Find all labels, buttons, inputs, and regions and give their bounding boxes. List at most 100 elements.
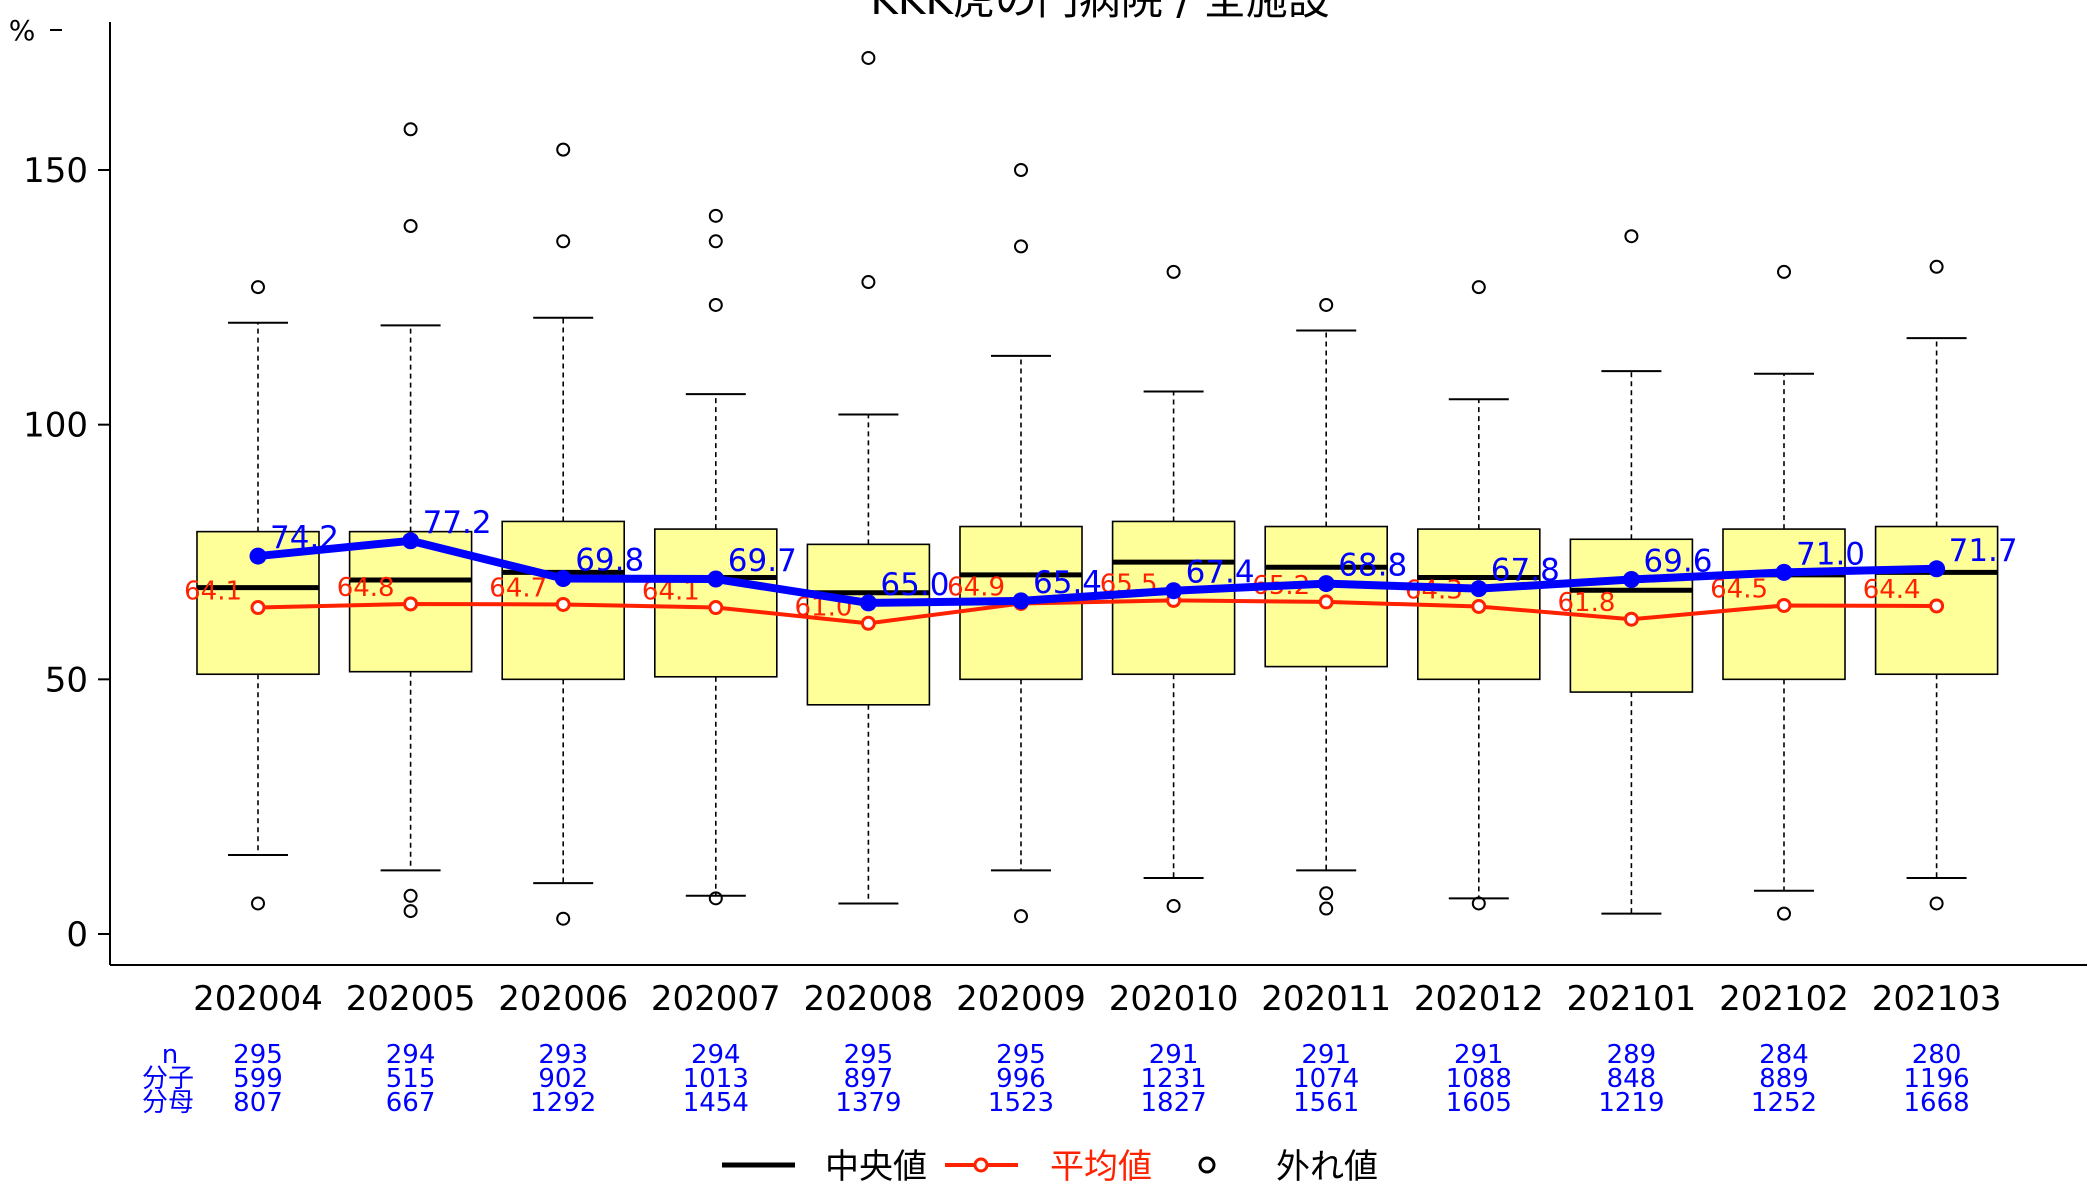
y-tick-label: 50 bbox=[45, 660, 88, 700]
table-cell-n: 291 bbox=[1301, 1040, 1351, 1070]
mean-point bbox=[1318, 594, 1334, 610]
outlier-point bbox=[1929, 896, 1944, 911]
hospital-point bbox=[1317, 575, 1335, 593]
hospital-data-label: 71.7 bbox=[1949, 533, 2018, 569]
hospital-data-label: 65.0 bbox=[880, 567, 949, 603]
outlier-point bbox=[1319, 901, 1334, 916]
hospital-data-label: 71.0 bbox=[1796, 536, 1865, 572]
box-202006 bbox=[501, 142, 626, 926]
mean-point bbox=[1623, 611, 1639, 627]
table-cell-denominator: 1252 bbox=[1751, 1088, 1817, 1118]
outlier-point bbox=[556, 234, 571, 249]
table-cell-numerator: 599 bbox=[233, 1064, 283, 1094]
outlier-point bbox=[1471, 896, 1486, 911]
x-tick-label: 202011 bbox=[1261, 979, 1391, 1019]
outlier-point bbox=[556, 142, 571, 157]
hospital-data-label: 65.4 bbox=[1033, 565, 1102, 601]
mean-series-line bbox=[257, 598, 1937, 626]
box-202008 bbox=[806, 50, 931, 905]
mean-point bbox=[1929, 598, 1945, 614]
outlier-point bbox=[708, 891, 723, 906]
hospital-point bbox=[1775, 563, 1793, 581]
table-cell-numerator: 996 bbox=[996, 1064, 1046, 1094]
x-tick-label: 202010 bbox=[1109, 979, 1239, 1019]
mean-data-label: 64.4 bbox=[1863, 575, 1921, 605]
x-tick-label: 202101 bbox=[1567, 979, 1697, 1019]
outlier-point bbox=[708, 234, 723, 249]
table-row-label-numerator: 分子 bbox=[142, 1064, 194, 1094]
outlier-point bbox=[556, 911, 571, 926]
table-cell-denominator: 1827 bbox=[1141, 1088, 1207, 1118]
hospital-point bbox=[554, 569, 572, 587]
table-cell-n: 291 bbox=[1149, 1040, 1199, 1070]
mean-point bbox=[555, 596, 571, 612]
series-lines-layer: 64.1 64.8 64.7 64.161.064.9 65.5 65.2 64.3 61.8… bbox=[184, 505, 2018, 631]
x-tick-labels: 202004 202005 202006 202007 202008 202009 2020… bbox=[193, 979, 2001, 1019]
mean-data-label: 64.7 bbox=[489, 573, 547, 603]
table-cell-n: 294 bbox=[386, 1040, 436, 1070]
axes: 0 50 100 150 bbox=[23, 22, 2087, 966]
table-cell-denominator: 667 bbox=[386, 1088, 436, 1118]
mean-point bbox=[403, 596, 419, 612]
outlier-point bbox=[1777, 906, 1791, 921]
outlier-point bbox=[403, 219, 418, 234]
x-tick-label: 202103 bbox=[1872, 979, 2002, 1019]
hospital-point bbox=[249, 547, 267, 565]
table-cell-denominator: 1379 bbox=[835, 1088, 901, 1118]
outlier-point bbox=[1929, 259, 1944, 274]
table-cell-numerator: 1088 bbox=[1446, 1064, 1512, 1094]
count-table: n分子分母29559980729451566729390212922941013… bbox=[142, 1040, 1970, 1118]
mean-point bbox=[1471, 598, 1487, 614]
hospital-point bbox=[1622, 571, 1640, 589]
y-tick-label: 100 bbox=[23, 406, 88, 446]
outlier-point bbox=[251, 896, 265, 911]
table-cell-denominator: 1561 bbox=[1293, 1088, 1359, 1118]
outlier-point bbox=[403, 888, 418, 903]
table-cell-numerator: 1013 bbox=[683, 1064, 749, 1094]
hospital-series-line bbox=[257, 536, 1937, 607]
outlier-point bbox=[1166, 898, 1181, 913]
hospital-data-label: 67.4 bbox=[1186, 555, 1255, 591]
hospital-data-label: 69.7 bbox=[728, 543, 797, 579]
box-202009 bbox=[959, 163, 1083, 924]
outlier-point bbox=[1471, 280, 1486, 295]
legend-outlier-label: 外れ値 bbox=[1276, 1147, 1378, 1184]
table-cell-n: 293 bbox=[538, 1040, 588, 1070]
y-tick-label: 150 bbox=[23, 151, 88, 191]
table-cell-denominator: 1292 bbox=[530, 1088, 596, 1118]
table-cell-denominator: 1454 bbox=[683, 1088, 749, 1118]
hospital-point bbox=[1012, 592, 1030, 610]
x-tick-label: 202006 bbox=[498, 979, 628, 1019]
x-tick-label: 202009 bbox=[956, 979, 1086, 1019]
outlier-point bbox=[1014, 909, 1028, 924]
hospital-point bbox=[859, 594, 877, 612]
x-tick-label: 202008 bbox=[804, 979, 934, 1019]
table-cell-denominator: 1605 bbox=[1446, 1088, 1512, 1118]
table-cell-n: 294 bbox=[691, 1040, 741, 1070]
outlier-point bbox=[1319, 886, 1334, 901]
x-tick-label: 202004 bbox=[193, 979, 323, 1019]
table-cell-denominator: 1523 bbox=[988, 1088, 1054, 1118]
hospital-point bbox=[1165, 582, 1183, 600]
x-tick-label: 202012 bbox=[1414, 979, 1544, 1019]
mean-data-label: 64.5 bbox=[1710, 574, 1768, 604]
table-cell-denominator: 807 bbox=[233, 1088, 283, 1118]
x-tick-label: 202005 bbox=[346, 979, 476, 1019]
hospital-point bbox=[1470, 580, 1488, 598]
hospital-point bbox=[402, 532, 420, 550]
table-cell-numerator: 902 bbox=[538, 1064, 588, 1094]
table-row-label-n: n bbox=[162, 1040, 178, 1070]
x-tick-label: 202102 bbox=[1719, 979, 1849, 1019]
outlier-point bbox=[1014, 163, 1028, 177]
table-cell-n: 291 bbox=[1454, 1040, 1504, 1070]
table-cell-numerator: 848 bbox=[1607, 1064, 1657, 1094]
table-cell-n: 295 bbox=[233, 1040, 283, 1070]
outlier-point bbox=[403, 122, 418, 137]
outlier-point bbox=[1624, 229, 1639, 244]
table-cell-numerator: 515 bbox=[386, 1064, 436, 1094]
legend-outlier-marker bbox=[1198, 1156, 1216, 1174]
hospital-point bbox=[1928, 560, 1946, 578]
outlier-point bbox=[251, 280, 265, 295]
x-tick-label: 202007 bbox=[651, 979, 781, 1019]
